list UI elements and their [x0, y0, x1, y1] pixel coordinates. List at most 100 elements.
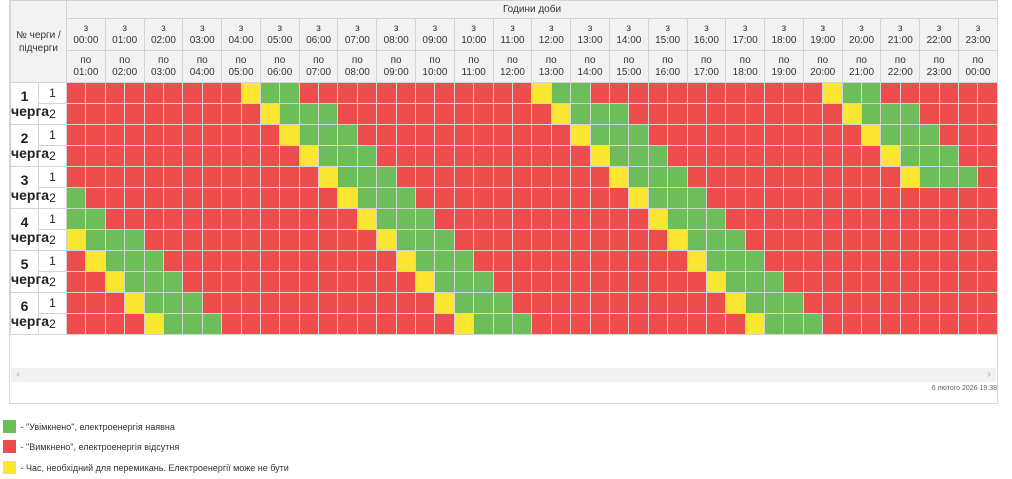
cell-power-on [182, 313, 203, 335]
cell-power-on [608, 145, 630, 167]
hour-to-header: по 22:00 [880, 50, 921, 83]
cell-power-off [201, 292, 223, 314]
cell-power-off [376, 313, 397, 335]
hour-from-time: 23:00 [965, 34, 991, 46]
hour-to-prefix: по [662, 54, 674, 66]
cell-power-off [919, 103, 940, 125]
cell-power-off [434, 82, 455, 104]
cell-power-off [337, 229, 358, 251]
cell-power-off [531, 145, 552, 167]
cell-power-off [279, 250, 300, 272]
cell-power-off [764, 124, 785, 146]
cell-power-off [957, 250, 979, 272]
hour-from-prefix: з [510, 22, 515, 34]
cell-power-off [705, 145, 727, 167]
hour-to-prefix: по [856, 54, 867, 66]
cell-power-on [162, 292, 184, 314]
cell-power-on [395, 208, 417, 230]
cell-switching [608, 166, 630, 188]
cell-power-off [376, 250, 397, 272]
cell-power-off [240, 229, 261, 251]
cell-power-off [783, 103, 804, 125]
cell-power-off [822, 292, 843, 314]
cell-switching [725, 292, 746, 314]
cell-power-on [162, 271, 184, 293]
cell-power-off [531, 103, 552, 125]
horizontal-scrollbar[interactable]: ‹ › [11, 368, 996, 382]
cell-power-off [259, 145, 281, 167]
cell-power-off [783, 250, 804, 272]
cell-power-on [744, 271, 766, 293]
cell-power-off [822, 313, 843, 335]
queue-number: 3 [20, 171, 29, 188]
cell-power-off [977, 229, 998, 251]
cell-power-off [550, 208, 572, 230]
cell-power-off [977, 250, 998, 272]
hour-from-header: з 13:00 [570, 18, 610, 51]
cell-power-off [957, 292, 979, 314]
subqueue-number: 1 [38, 124, 67, 146]
cell-power-off [841, 271, 863, 293]
cell-power-on [453, 271, 475, 293]
scroll-left-icon[interactable]: ‹ [16, 369, 20, 380]
cell-switching [667, 229, 688, 251]
legend-item-off: - "Вимкнено", електроенергія відсутня [3, 438, 179, 456]
cell-power-off [221, 145, 242, 167]
cell-power-off [492, 166, 513, 188]
cell-power-off [376, 145, 397, 167]
cell-power-off [764, 145, 785, 167]
hour-from-header: з 10:00 [453, 18, 494, 51]
cell-power-on [686, 187, 707, 209]
cell-switching [453, 313, 475, 335]
cell-power-off [337, 82, 358, 104]
cell-power-off [686, 82, 707, 104]
cell-power-off [938, 313, 959, 335]
hour-to-prefix: по [778, 54, 790, 66]
cell-power-off [492, 250, 513, 272]
hour-from-prefix: з [859, 22, 864, 34]
cell-power-off [434, 103, 455, 125]
hour-from-prefix: з [898, 22, 903, 34]
hour-from-time: 06:00 [306, 34, 332, 46]
cell-power-off [318, 208, 339, 230]
hour-from-prefix: з [161, 22, 166, 34]
cell-power-off [104, 208, 126, 230]
scroll-right-icon[interactable]: › [987, 369, 991, 380]
hour-to-header: по 15:00 [608, 50, 649, 83]
cell-power-off [298, 250, 320, 272]
cell-power-off [647, 292, 669, 314]
cell-power-off [453, 124, 475, 146]
cell-power-off [783, 145, 804, 167]
cell-power-off [356, 313, 378, 335]
cell-power-on [453, 292, 475, 314]
cell-power-on [104, 250, 126, 272]
cell-power-on [861, 103, 882, 125]
cell-power-off [899, 250, 921, 272]
cell-power-off [899, 271, 921, 293]
cell-power-off [259, 208, 281, 230]
hour-to-prefix: по [972, 54, 984, 66]
cell-power-off [318, 82, 339, 104]
subqueue-number: 1 [38, 208, 67, 230]
cell-power-on [919, 124, 940, 146]
cell-power-off [764, 229, 785, 251]
cell-switching [880, 145, 901, 167]
cell-power-off [647, 271, 669, 293]
cell-power-on [764, 313, 785, 335]
cell-power-off [395, 103, 417, 125]
cell-power-on [705, 229, 727, 251]
cell-switching [647, 208, 669, 230]
cell-power-off [182, 145, 203, 167]
cell-power-off [880, 271, 901, 293]
subqueue-number: 2 [38, 103, 67, 125]
subqueue-number: 2 [38, 313, 67, 335]
cell-switching [570, 124, 591, 146]
hour-from-prefix: з [432, 22, 438, 34]
cell-power-off [725, 313, 746, 335]
hour-to-header: по 10:00 [415, 50, 455, 83]
cell-power-off [977, 166, 998, 188]
cell-power-off [65, 103, 87, 125]
cell-power-on [473, 292, 494, 314]
hour-from-prefix: з [626, 22, 632, 34]
cell-power-off [570, 313, 591, 335]
